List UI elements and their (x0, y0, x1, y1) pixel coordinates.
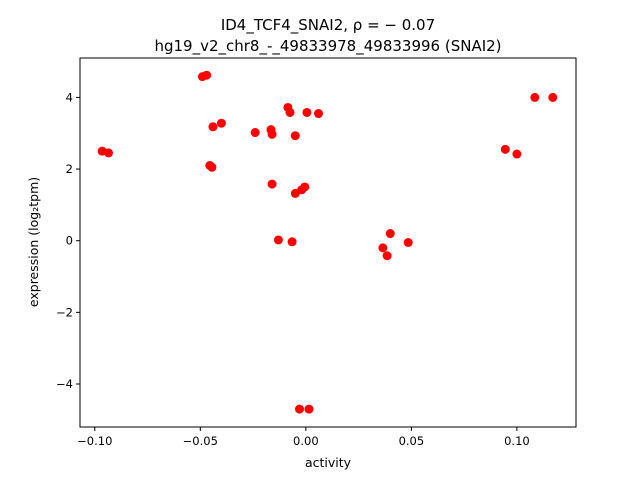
data-point (267, 179, 277, 189)
data-points (97, 70, 558, 414)
x-axis-ticks: −0.10 −0.05 0.00 0.05 0.10 (77, 427, 530, 448)
data-point (250, 128, 260, 138)
data-point (287, 237, 297, 247)
data-point (273, 235, 283, 245)
data-point (267, 129, 277, 139)
plot-frame (79, 57, 577, 428)
y-axis-label: expression (log₂tpm) (26, 177, 41, 307)
data-point (378, 243, 388, 253)
x-axis-label: activity (305, 455, 352, 470)
data-point (207, 162, 217, 172)
data-point (302, 107, 312, 117)
data-point (512, 149, 522, 159)
data-point (548, 92, 558, 102)
y-tick-label: −4 (56, 377, 73, 391)
x-tick-label: −0.05 (183, 434, 218, 448)
y-tick-label: 2 (66, 162, 73, 176)
data-point (403, 238, 413, 247)
x-tick-label: 0.10 (504, 434, 530, 448)
data-point (382, 251, 392, 261)
data-point (295, 404, 305, 414)
data-point (314, 109, 324, 119)
data-point (530, 92, 540, 102)
x-tick-label: 0.05 (399, 434, 425, 448)
data-point (103, 148, 113, 158)
data-point (385, 229, 395, 239)
chart-title-line1: ID4_TCF4_SNAI2, ρ = − 0.07 (221, 16, 435, 35)
data-point (304, 404, 314, 414)
data-point (208, 122, 218, 132)
plot-area: −0.10 −0.05 0.00 0.05 0.10 −4 −2 0 2 4 (56, 57, 577, 448)
y-axis-ticks: −4 −2 0 2 4 (56, 90, 80, 391)
x-tick-label: −0.10 (77, 434, 112, 448)
data-point (202, 70, 212, 80)
data-point (285, 107, 295, 117)
y-tick-label: −2 (56, 305, 73, 319)
data-point (500, 144, 510, 154)
chart-title-line2: hg19_v2_chr8_-_49833978_49833996 (SNAI2) (154, 37, 501, 56)
y-tick-label: 4 (66, 90, 73, 104)
y-tick-label: 0 (66, 234, 73, 248)
data-point (290, 131, 300, 141)
data-point (300, 182, 310, 192)
data-point (216, 118, 226, 128)
x-tick-label: 0.00 (293, 434, 319, 448)
